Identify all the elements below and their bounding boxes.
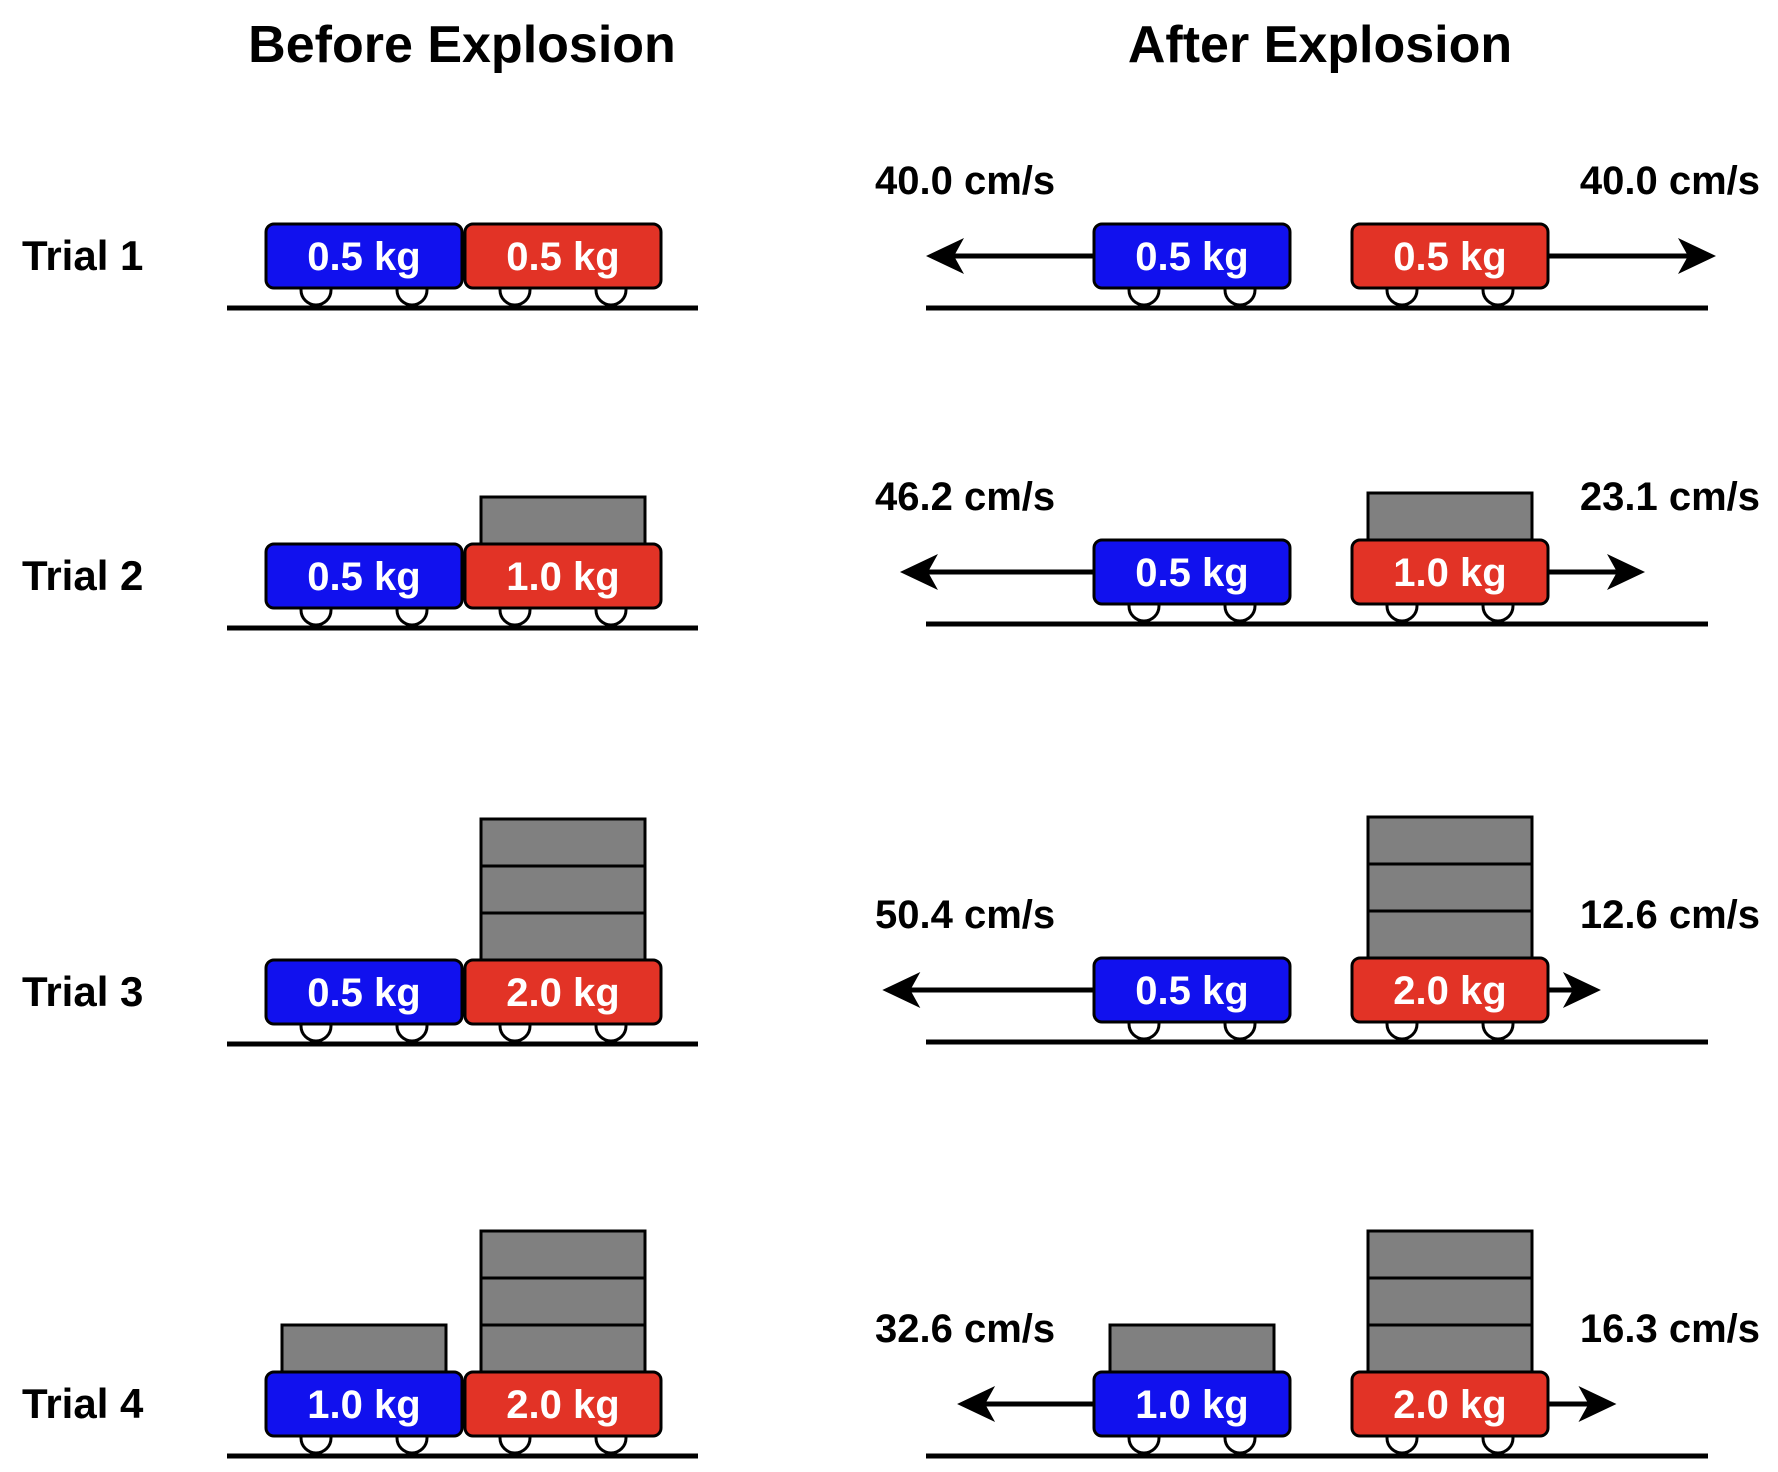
right-velocity-arrow <box>1548 1386 1617 1422</box>
weight-block <box>1366 1229 1534 1280</box>
right-velocity-arrow <box>1548 972 1601 1008</box>
weight-block <box>479 864 647 915</box>
after-left-cart: 1.0 kg <box>1092 1323 1292 1455</box>
before-right-cart: 2.0 kg <box>463 1229 663 1455</box>
before-left-cart: 0.5 kg <box>264 542 464 627</box>
cart-body <box>463 222 663 290</box>
weight-block <box>1366 815 1534 866</box>
after-right-cart: 0.5 kg <box>1350 222 1550 307</box>
right-velocity-arrow <box>1548 554 1646 590</box>
trial-row-4: Trial 4 1.0 kg 2.0 kg 1.0 kg 2.0 kg 32.6 cm/s… <box>22 1229 1760 1459</box>
arrow-head <box>1562 972 1601 1008</box>
left-velocity-label: 32.6 cm/s <box>875 1307 1055 1351</box>
left-velocity-arrow <box>899 554 1094 590</box>
weight-block <box>479 1323 647 1374</box>
after-right-cart: 2.0 kg <box>1350 815 1550 1041</box>
after-right-cart: 2.0 kg <box>1350 1229 1550 1455</box>
after-left-cart: 0.5 kg <box>1092 538 1292 623</box>
cart-mass-label: 0.5 kg <box>1135 551 1248 595</box>
cart-mass-label: 0.5 kg <box>1393 235 1506 279</box>
right-velocity-label: 12.6 cm/s <box>1580 893 1760 937</box>
arrow-head <box>1678 238 1716 274</box>
cart-body <box>264 542 464 610</box>
weight-block <box>1366 491 1534 542</box>
weight-block <box>479 911 647 962</box>
left-velocity-label: 40.0 cm/s <box>875 159 1055 203</box>
cart-body <box>264 222 464 290</box>
before-left-cart: 1.0 kg <box>264 1323 464 1455</box>
cart-mass-label: 0.5 kg <box>1135 235 1248 279</box>
before-right-cart: 0.5 kg <box>463 222 663 307</box>
cart-mass-label: 1.0 kg <box>1135 1383 1248 1427</box>
weight-block <box>1366 909 1534 960</box>
weight-block <box>1366 862 1534 913</box>
arrow-head <box>957 1386 996 1422</box>
right-velocity-label: 40.0 cm/s <box>1580 159 1760 203</box>
before-right-cart: 2.0 kg <box>463 817 663 1043</box>
right-velocity-label: 23.1 cm/s <box>1580 475 1760 519</box>
left-velocity-arrow <box>882 972 1094 1008</box>
left-velocity-label: 46.2 cm/s <box>875 475 1055 519</box>
arrow-head <box>899 554 938 590</box>
cart-mass-label: 0.5 kg <box>1135 969 1248 1013</box>
weight-block <box>479 495 647 546</box>
cart-mass-label: 0.5 kg <box>307 235 420 279</box>
after-left-cart: 0.5 kg <box>1092 222 1292 307</box>
cart-mass-label: 2.0 kg <box>1393 969 1506 1013</box>
trial-label: Trial 2 <box>22 552 143 599</box>
after-left-cart: 0.5 kg <box>1092 956 1292 1041</box>
right-velocity-label: 16.3 cm/s <box>1580 1307 1760 1351</box>
weight-block <box>1108 1323 1276 1374</box>
cart-mass-label: 2.0 kg <box>506 971 619 1015</box>
cart-mass-label: 0.5 kg <box>506 235 619 279</box>
cart-body <box>264 958 464 1026</box>
cart-mass-label: 1.0 kg <box>506 555 619 599</box>
before-right-cart: 1.0 kg <box>463 495 663 627</box>
trial-label: Trial 1 <box>22 232 143 279</box>
right-velocity-arrow <box>1548 238 1716 274</box>
trial-label: Trial 4 <box>22 1380 144 1427</box>
arrow-head <box>1578 1386 1617 1422</box>
before-left-cart: 0.5 kg <box>264 958 464 1043</box>
after-explosion-heading: After Explosion <box>1128 16 1512 74</box>
trial-label: Trial 3 <box>22 968 143 1015</box>
weight-block <box>280 1323 448 1374</box>
before-explosion-heading: Before Explosion <box>248 16 676 74</box>
cart-mass-label: 0.5 kg <box>307 971 420 1015</box>
arrow-head <box>882 972 921 1008</box>
left-velocity-arrow <box>926 238 1094 274</box>
arrow-head <box>1607 554 1646 590</box>
trial-row-2: Trial 2 0.5 kg 1.0 kg 0.5 kg 1.0 kg 46.2 cm/s… <box>22 475 1760 631</box>
trial-rows: Trial 1 0.5 kg 0.5 kg 0.5 kg 0.5 kg 40.0 cm/s… <box>22 159 1760 1459</box>
trial-row-1: Trial 1 0.5 kg 0.5 kg 0.5 kg 0.5 kg 40.0 cm/s… <box>22 159 1760 311</box>
weight-block <box>479 1276 647 1327</box>
weight-block <box>479 1229 647 1280</box>
cart-mass-label: 1.0 kg <box>1393 551 1506 595</box>
weight-block <box>1366 1276 1534 1327</box>
cart-mass-label: 0.5 kg <box>307 555 420 599</box>
after-right-cart: 1.0 kg <box>1350 491 1550 623</box>
before-left-cart: 0.5 kg <box>264 222 464 307</box>
trial-row-3: Trial 3 0.5 kg 2.0 kg 0.5 kg 2.0 kg 50.4 cm/s… <box>22 815 1760 1047</box>
arrow-head <box>926 238 964 274</box>
weight-block <box>1366 1323 1534 1374</box>
cart-mass-label: 2.0 kg <box>506 1383 619 1427</box>
left-velocity-arrow <box>957 1386 1094 1422</box>
left-velocity-label: 50.4 cm/s <box>875 893 1055 937</box>
cart-mass-label: 1.0 kg <box>307 1383 420 1427</box>
cart-mass-label: 2.0 kg <box>1393 1383 1506 1427</box>
weight-block <box>479 817 647 868</box>
